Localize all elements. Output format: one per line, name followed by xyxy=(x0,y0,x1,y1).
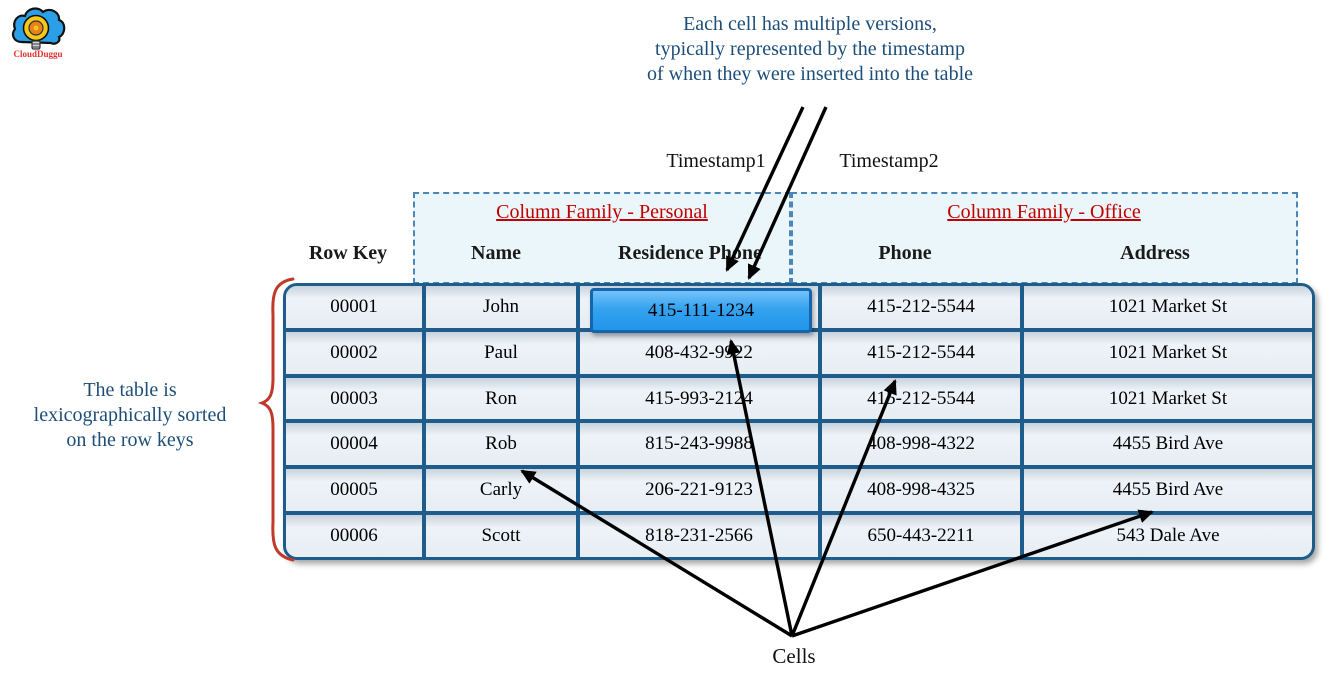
cells-label: Cells xyxy=(772,644,816,668)
name-cell: Carly xyxy=(422,469,576,512)
versions-annotation-line2: typically represented by the timestamp xyxy=(655,38,965,60)
phone-cell: 415-212-5544 xyxy=(818,377,1020,420)
address-cell: 543 Dale Ave xyxy=(1020,515,1312,557)
residence-phone-cell: 408-432-9922 xyxy=(576,331,818,374)
logo-brand-text: CloudDuggu xyxy=(13,49,62,59)
phone-cell: 415-212-5544 xyxy=(818,286,1020,328)
bulb-base-icon xyxy=(31,40,41,50)
highlighted-version-cell: 415-111-1234 xyxy=(590,288,812,333)
table-row: 00006 Scott 818-231-2566 650-443-2211 54… xyxy=(286,511,1312,557)
timestamp2-label: Timestamp2 xyxy=(839,150,939,172)
residence-phone-cell: 815-243-9988 xyxy=(576,423,818,466)
phone-cell: 415-212-5544 xyxy=(818,331,1020,374)
column-family-personal-label: Column Family - Personal xyxy=(496,201,708,223)
row-key-cell: 00004 xyxy=(286,423,422,466)
table-row: 00005 Carly 206-221-9123 408-998-4325 44… xyxy=(286,465,1312,512)
cloudduggu-logo: CloudDuggu xyxy=(11,7,66,59)
sorted-annotation-line1: The table is xyxy=(83,379,177,401)
address-cell: 4455 Bird Ave xyxy=(1020,469,1312,512)
row-key-cell: 00003 xyxy=(286,377,422,420)
sorted-annotation-line2: lexicographically sorted xyxy=(33,404,227,426)
name-header: Name xyxy=(471,242,521,264)
row-key-cell: 00001 xyxy=(286,286,422,328)
phone-header: Phone xyxy=(878,242,932,264)
name-cell: John xyxy=(422,286,576,328)
address-cell: 1021 Market St xyxy=(1020,286,1312,328)
sorted-annotation-line3: on the row keys xyxy=(66,429,194,451)
address-header: Address xyxy=(1120,242,1190,264)
address-cell: 1021 Market St xyxy=(1020,331,1312,374)
row-key-cell: 00002 xyxy=(286,331,422,374)
name-cell: Ron xyxy=(422,377,576,420)
residence-phone-header: Residence Phone xyxy=(618,242,762,264)
timestamp1-label: Timestamp1 xyxy=(666,150,766,172)
table-row: 00002 Paul 408-432-9922 415-212-5544 102… xyxy=(286,327,1312,374)
versions-annotation-line3: of when they were inserted into the tabl… xyxy=(647,63,973,85)
name-cell: Scott xyxy=(422,515,576,557)
address-cell: 1021 Market St xyxy=(1020,377,1312,420)
residence-phone-cell: 818-231-2566 xyxy=(576,515,818,557)
residence-phone-cell: 415-993-2124 xyxy=(576,377,818,420)
phone-cell: 408-998-4325 xyxy=(818,469,1020,512)
phone-cell: 408-998-4322 xyxy=(818,423,1020,466)
table-row: 00003 Ron 415-993-2124 415-212-5544 1021… xyxy=(286,373,1312,420)
versions-annotation-line1: Each cell has multiple versions, xyxy=(683,13,937,35)
row-key-header: Row Key xyxy=(308,242,388,264)
cloud-icon xyxy=(11,7,66,50)
table-row: 00004 Rob 815-243-9988 408-998-4322 4455… xyxy=(286,419,1312,466)
column-family-office-box xyxy=(791,192,1298,284)
phone-cell: 650-443-2211 xyxy=(818,515,1020,557)
versions-annotation: Each cell has multiple versions, typical… xyxy=(647,12,973,87)
row-key-cell: 00006 xyxy=(286,515,422,557)
row-key-cell: 00005 xyxy=(286,469,422,512)
name-cell: Paul xyxy=(422,331,576,374)
sorted-annotation: The table is lexicographically sorted on… xyxy=(34,378,227,453)
name-cell: Rob xyxy=(422,423,576,466)
address-cell: 4455 Bird Ave xyxy=(1020,423,1312,466)
residence-phone-cell: 206-221-9123 xyxy=(576,469,818,512)
column-family-office-label: Column Family - Office xyxy=(947,201,1141,223)
